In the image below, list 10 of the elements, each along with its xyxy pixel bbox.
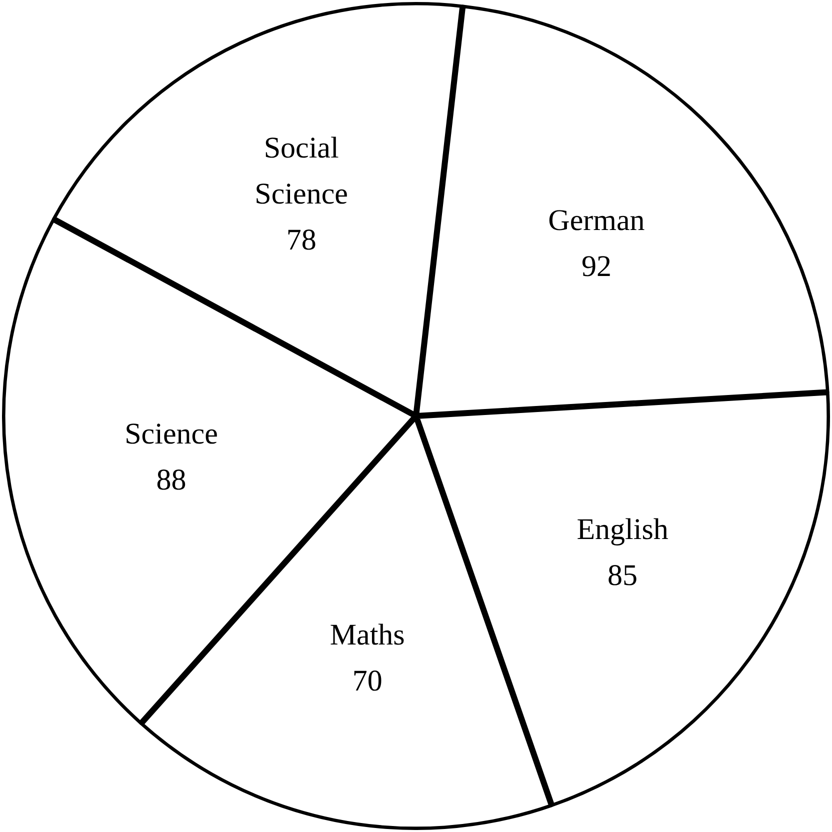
data-label: 70 (352, 664, 382, 698)
slice-label: Maths (330, 618, 405, 652)
slice-label: English (576, 512, 668, 546)
data-label: 88 (156, 463, 186, 496)
slice-label: Social Science (254, 132, 348, 211)
slice-label: German (548, 204, 645, 238)
data-label: 78 (286, 224, 316, 257)
data-label: 92 (581, 250, 612, 284)
slice-label: Science (124, 417, 218, 450)
data-label: 85 (608, 558, 638, 592)
